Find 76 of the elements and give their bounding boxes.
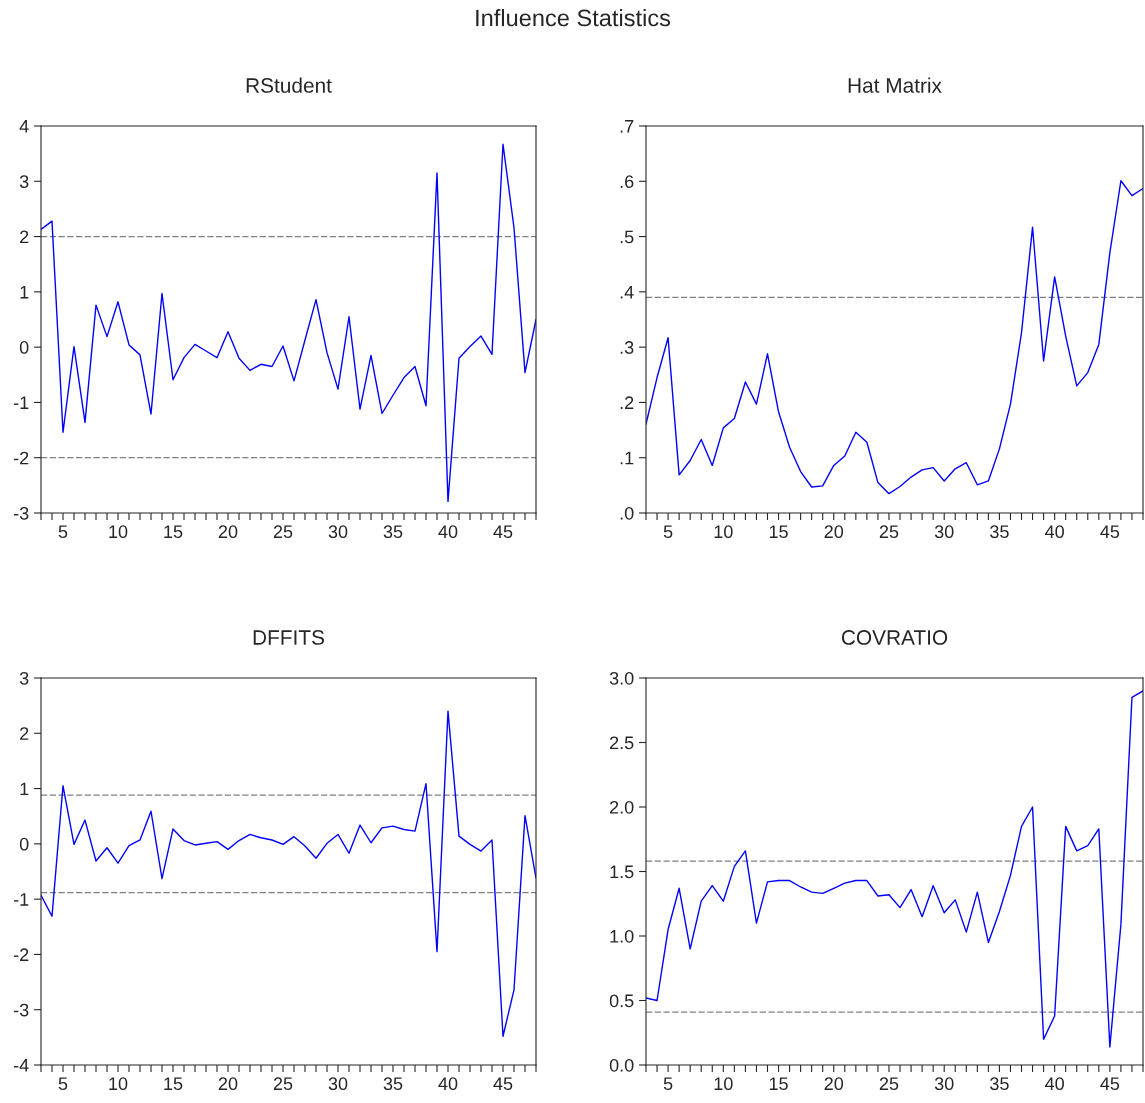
x-tick-label: 30 [934, 525, 954, 539]
x-tick-label: 5 [58, 525, 68, 539]
chart-title: Hat Matrix [848, 77, 942, 93]
y-tick-label: 1 [20, 782, 29, 796]
y-tick-label: -3 [13, 1003, 29, 1017]
x-tick-label: 25 [879, 1077, 899, 1091]
x-tick-label: 5 [58, 1077, 68, 1091]
x-tick-label: 20 [824, 1077, 844, 1091]
y-tick-label: -2 [13, 948, 29, 961]
x-tick-label: 5 [663, 1077, 673, 1091]
x-tick-label: 15 [164, 1077, 183, 1091]
x-tick-label: 25 [273, 525, 293, 539]
x-tick-label: 10 [714, 525, 733, 539]
x-tick-label: 35 [990, 525, 1009, 539]
y-tick-label: .0 [620, 506, 634, 520]
x-tick-label: 20 [218, 1077, 238, 1091]
x-tick-label: 10 [714, 1077, 733, 1091]
y-tick-label: -2 [13, 451, 29, 465]
y-tick-label: 4 [19, 120, 29, 133]
chart-title: DFFITS [253, 630, 324, 645]
x-tick-label: 5 [663, 525, 673, 539]
y-tick-label: .6 [620, 175, 634, 189]
y-tick-label: 2.0 [610, 800, 634, 814]
x-tick-label: 30 [328, 525, 348, 539]
x-tick-label: 15 [164, 525, 183, 539]
y-tick-label: -4 [13, 1059, 29, 1072]
x-tick-label: 20 [218, 525, 238, 539]
x-tick-label: 10 [109, 525, 128, 539]
y-tick-label: 3.0 [609, 671, 634, 685]
y-tick-label: 2.5 [610, 736, 634, 750]
x-tick-label: 45 [1100, 1077, 1120, 1091]
chart-title: COVRATIO [841, 630, 948, 645]
x-tick-label: 35 [383, 1077, 403, 1091]
x-tick-label: 30 [328, 1077, 348, 1091]
x-tick-label: 25 [273, 1077, 293, 1091]
y-tick-label: -1 [13, 396, 29, 409]
line-series [41, 143, 536, 503]
x-tick-label: 45 [1100, 525, 1120, 539]
text: Influence Statistics [476, 9, 671, 27]
x-tick-label: 40 [438, 525, 458, 539]
x-tick-label: 35 [990, 1077, 1009, 1091]
y-tick-label: .7 [620, 120, 634, 133]
x-tick-label: 30 [934, 1077, 954, 1091]
y-tick-label: 1.0 [610, 929, 634, 943]
y-tick-label: .1 [620, 451, 634, 465]
y-tick-label: 1 [20, 285, 29, 299]
y-tick-label: .2 [620, 396, 634, 409]
y-tick-label: .4 [620, 285, 634, 299]
x-tick-label: 45 [493, 1077, 513, 1091]
chart-title: RStudent [246, 77, 332, 93]
y-tick-label: 0 [19, 341, 29, 354]
x-tick-label: 35 [383, 525, 403, 539]
line-series [646, 690, 1143, 1048]
x-tick-label: 15 [769, 525, 788, 539]
y-tick-label: -1 [13, 893, 29, 906]
y-tick-label: 1.5 [610, 865, 634, 879]
y-tick-label: 0.0 [609, 1058, 634, 1072]
x-tick-label: 25 [879, 525, 899, 539]
x-tick-label: 45 [493, 525, 513, 539]
x-tick-label: 15 [769, 1077, 788, 1091]
x-tick-label: 10 [109, 1077, 128, 1091]
line-series [41, 710, 536, 1037]
line-series [646, 180, 1143, 495]
x-tick-label: 40 [438, 1077, 458, 1091]
y-tick-label: 0 [19, 837, 29, 851]
y-tick-label: -3 [13, 506, 29, 520]
x-tick-label: 40 [1045, 1077, 1064, 1091]
x-tick-label: 40 [1045, 525, 1064, 539]
x-tick-label: 20 [824, 525, 844, 539]
y-tick-label: .5 [620, 230, 634, 244]
y-tick-label: 3 [19, 175, 29, 189]
y-tick-label: 0.5 [609, 994, 634, 1008]
y-tick-label: 2 [20, 727, 29, 740]
y-tick-label: 3 [19, 671, 29, 685]
y-tick-label: .3 [620, 341, 634, 354]
y-tick-label: 2 [20, 230, 29, 244]
